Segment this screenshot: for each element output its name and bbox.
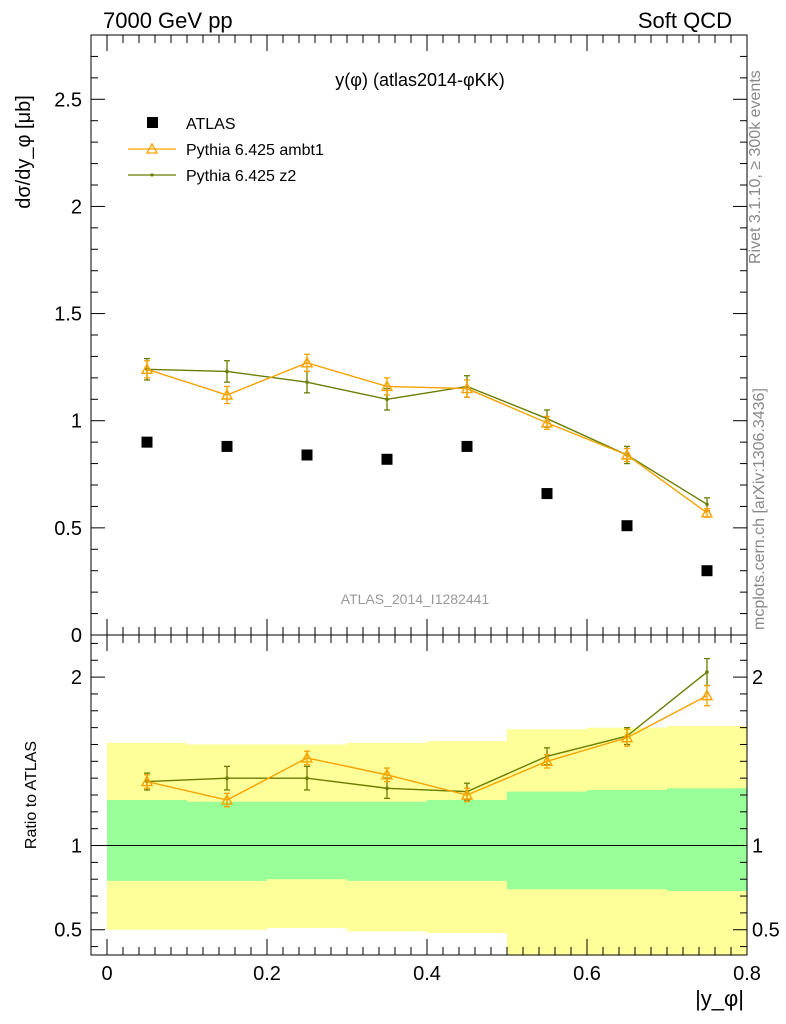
main-y-ticks: 0 0.5 1 1.5 2 2.5	[54, 34, 747, 647]
data-point-atlas	[221, 440, 233, 452]
data-point-z2	[305, 380, 309, 384]
data-point-ambt1	[540, 416, 554, 428]
x-tick-label: 0.6	[573, 963, 601, 985]
ratio-point-z2	[705, 670, 709, 674]
uncertainty-band-green	[107, 800, 187, 881]
ratio-point-ambt1	[460, 788, 474, 800]
ratio-marks	[140, 657, 714, 808]
ratio-y-tick-label-right: 0.5	[752, 920, 780, 942]
ratio-y-tick-label: 1	[71, 836, 82, 858]
ratio-point-ambt1	[140, 775, 154, 787]
ratio-point-z2	[385, 786, 389, 791]
legend-label-atlas: ATLAS	[186, 116, 236, 133]
watermark: ATLAS_2014_I1282441	[341, 591, 490, 607]
ratio-point-z2	[305, 776, 309, 780]
uncertainty-band-green	[587, 789, 667, 890]
header-left: 7000 GeV pp	[103, 8, 233, 33]
data-point-z2	[225, 369, 229, 374]
uncertainty-band-green	[507, 791, 587, 890]
data-point-z2	[385, 397, 389, 402]
ratio-line-ambt1	[146, 695, 708, 801]
x-tick-label: 0	[101, 963, 112, 985]
main-y-tick-label: 2	[71, 196, 82, 218]
ratio-bands	[107, 725, 747, 955]
main-y-tick-label: 2.5	[54, 89, 82, 111]
data-point-atlas	[541, 488, 553, 500]
legend-marker-atlas	[147, 117, 158, 128]
x-tick-label: 0.2	[253, 963, 281, 985]
ratio-y-ticks: 0.5 0.5 1 1 2 2	[54, 642, 780, 948]
main-marks	[140, 353, 714, 577]
main-x-ticks	[106, 35, 748, 635]
data-point-atlas	[621, 520, 633, 532]
data-point-atlas	[301, 449, 313, 461]
x-tick-label: 0.8	[733, 963, 761, 985]
header-right: Soft QCD	[638, 8, 732, 33]
uncertainty-band-green	[267, 801, 347, 880]
main-y-tick-label: 0.5	[54, 518, 82, 540]
data-point-atlas	[141, 436, 153, 448]
ratio-point-ambt1	[540, 754, 554, 767]
mcplots-label: mcplots.cern.ch [arXiv:1306.3436]	[751, 388, 768, 630]
uncertainty-band-green	[427, 800, 507, 881]
x-axis-label: |y_φ|	[695, 986, 744, 1011]
ratio-point-z2	[225, 776, 229, 780]
uncertainty-band-green	[347, 801, 427, 881]
ratio-point-ambt1	[300, 751, 314, 763]
uncertainty-band-green	[667, 788, 747, 891]
data-point-ambt1	[140, 362, 154, 374]
data-point-ambt1	[220, 388, 234, 400]
data-point-ambt1	[300, 356, 314, 368]
ratio-x-ticks: 0 0.2 0.4 0.6 0.8	[101, 635, 761, 985]
rivet-label: Rivet 3.1.10, ≥ 300k events	[747, 70, 764, 264]
legend: ATLAS Pythia 6.425 ambt1 Pythia 6.425 z2	[128, 116, 324, 185]
data-point-atlas	[461, 440, 473, 452]
data-point-atlas	[701, 565, 713, 577]
ratio-y-tick-label-right: 1	[752, 836, 763, 858]
data-point-ambt1	[380, 379, 394, 392]
ratio-line-z2	[146, 671, 708, 793]
legend-label-ambt1: Pythia 6.425 ambt1	[186, 142, 324, 159]
uncertainty-band-green	[187, 801, 267, 881]
ratio-y-axis-label: Ratio to ATLAS	[23, 741, 40, 849]
ratio-y-tick-label: 2	[71, 667, 82, 689]
ratio-panel: 0.5 0.51 12 2 0 0.2 0.4 0.6 0.8 Ratio to ATLAS …	[23, 634, 780, 1011]
ratio-y-tick-label: 0.5	[54, 920, 82, 942]
data-point-atlas	[381, 453, 393, 465]
ratio-point-ambt1	[620, 731, 634, 743]
main-y-axis-label: dσ/dy_φ [μb]	[13, 95, 35, 209]
main-y-tick-label: 0	[71, 625, 82, 647]
data-point-z2	[705, 502, 709, 507]
ratio-y-tick-label-right: 2	[752, 667, 763, 689]
data-point-ambt1	[620, 448, 634, 460]
x-tick-label: 0.4	[413, 963, 441, 985]
data-point-ambt1	[700, 506, 714, 518]
legend-marker-z2	[150, 173, 154, 177]
main-title: y(φ) (atlas2014-φKK)	[335, 70, 504, 90]
ratio-point-ambt1	[700, 689, 714, 701]
ratio-point-ambt1	[220, 793, 234, 805]
legend-marker-ambt1	[145, 142, 159, 154]
legend-label-z2: Pythia 6.425 z2	[186, 168, 296, 185]
main-y-tick-label: 1	[71, 411, 82, 433]
main-panel: 0 0.5 1 1.5 2 2.5 y(φ) (atlas2014-φKK) ATLAS_…	[13, 34, 748, 647]
ratio-point-ambt1	[380, 768, 394, 780]
series-line-ambt1	[146, 362, 708, 514]
main-y-tick-label: 1.5	[54, 304, 82, 326]
series-line-z2	[146, 368, 708, 505]
data-point-ambt1	[460, 382, 474, 394]
